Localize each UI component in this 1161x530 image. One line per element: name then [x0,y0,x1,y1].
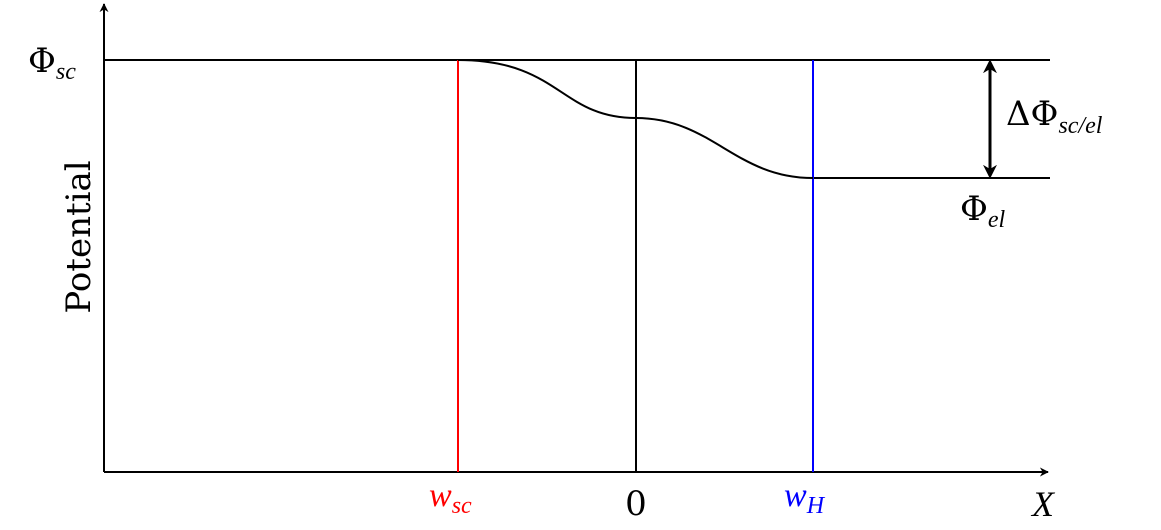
y-axis-label: Potential [59,160,99,313]
x-axis-label: X [1030,484,1056,524]
phi-sc-label: Φsc [28,41,76,85]
w-h-tick-label: wH [784,477,826,519]
w-sc-tick-label: wsc [429,477,472,519]
zero-tick-label: 0 [625,484,647,524]
phi-el-label: Φel [960,189,1006,233]
potential-curve [457,59,814,179]
delta-phi-label: ΔΦsc/el [1006,94,1103,139]
